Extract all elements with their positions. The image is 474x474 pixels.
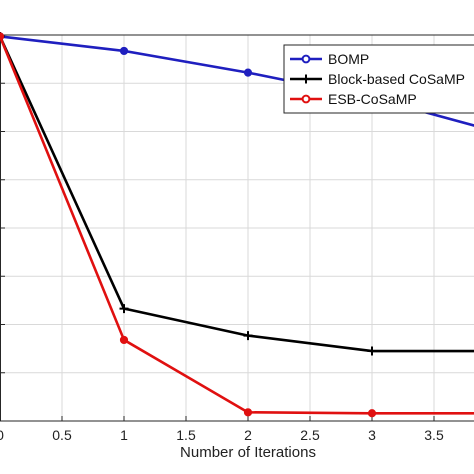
legend-label-0: BOMP xyxy=(328,51,369,67)
x-tick-label-2: 1 xyxy=(120,427,128,443)
legend-marker-2 xyxy=(301,94,311,104)
series-2 xyxy=(0,32,474,418)
x-tick-label-7: 3.5 xyxy=(424,427,444,443)
legend-marker-0 xyxy=(301,54,311,64)
data-point-1-1 xyxy=(119,304,129,314)
x-tick-label-3: 1.5 xyxy=(176,427,196,443)
legend-label-1: Block-based CoSaMP xyxy=(328,71,465,87)
x-tick-labels: 0 0.5 1 1.5 2 2.5 3 3.5 xyxy=(0,427,444,443)
data-point-2-3 xyxy=(367,409,377,418)
legend-marker-1 xyxy=(301,74,311,84)
x-axis-title: Number of Iterations xyxy=(180,444,316,461)
x-tick-label-6: 3 xyxy=(368,427,376,443)
x-tick-label-4: 2 xyxy=(244,427,252,443)
x-tick-label-0: 0 xyxy=(0,427,4,443)
x-tick-label-1: 0.5 xyxy=(52,427,72,443)
legend-label-2: ESB-CoSaMP xyxy=(328,91,417,107)
data-point-2-1 xyxy=(119,335,129,345)
x-tick-label-5: 2.5 xyxy=(300,427,320,443)
data-point-2-0 xyxy=(0,32,5,41)
data-point-2-2 xyxy=(243,408,253,417)
legend: BOMP Block-based CoSaMP ESB-CoSaMP xyxy=(283,44,474,114)
axes xyxy=(0,34,474,422)
data-point-1-3 xyxy=(367,346,377,356)
data-point-0-2 xyxy=(243,68,253,77)
data-point-0-1 xyxy=(119,46,129,56)
data-point-1-2 xyxy=(243,331,253,341)
